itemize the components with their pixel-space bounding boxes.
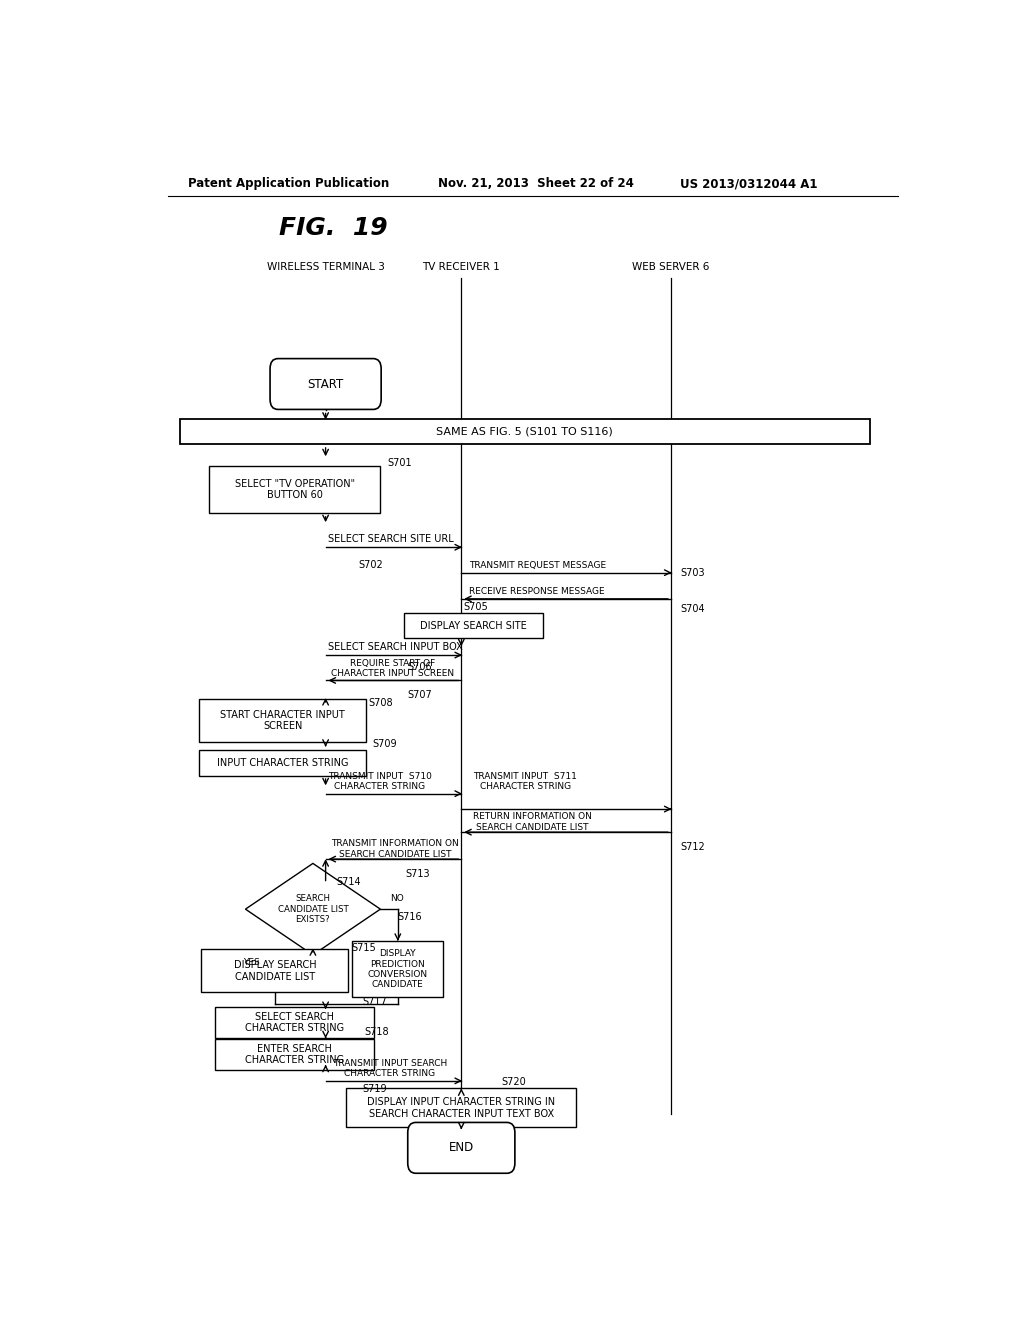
FancyBboxPatch shape	[200, 750, 367, 776]
Text: SAME AS FIG. 5 (S101 TO S116): SAME AS FIG. 5 (S101 TO S116)	[436, 426, 613, 437]
Text: WEB SERVER 6: WEB SERVER 6	[632, 263, 710, 272]
Text: WIRELESS TERMINAL 3: WIRELESS TERMINAL 3	[266, 263, 385, 272]
Text: S712: S712	[680, 842, 706, 853]
Polygon shape	[246, 863, 380, 954]
Text: TRANSMIT INPUT  S711
CHARACTER STRING: TRANSMIT INPUT S711 CHARACTER STRING	[473, 772, 578, 791]
Text: S718: S718	[365, 1027, 389, 1038]
Text: S706: S706	[408, 663, 432, 672]
Text: US 2013/0312044 A1: US 2013/0312044 A1	[680, 177, 817, 190]
Text: DISPLAY SEARCH
CANDIDATE LIST: DISPLAY SEARCH CANDIDATE LIST	[233, 960, 316, 982]
Text: INPUT CHARACTER STRING: INPUT CHARACTER STRING	[217, 758, 348, 768]
Text: S713: S713	[406, 870, 430, 879]
Text: NO: NO	[390, 895, 403, 903]
Text: S720: S720	[501, 1077, 525, 1088]
FancyBboxPatch shape	[215, 1039, 374, 1071]
Text: RETURN INFORMATION ON
SEARCH CANDIDATE LIST: RETURN INFORMATION ON SEARCH CANDIDATE L…	[473, 812, 592, 832]
FancyBboxPatch shape	[270, 359, 381, 409]
Text: DISPLAY INPUT CHARACTER STRING IN
SEARCH CHARACTER INPUT TEXT BOX: DISPLAY INPUT CHARACTER STRING IN SEARCH…	[368, 1097, 555, 1118]
Text: SEARCH
CANDIDATE LIST
EXISTS?: SEARCH CANDIDATE LIST EXISTS?	[278, 894, 348, 924]
Text: S717: S717	[362, 997, 387, 1007]
FancyBboxPatch shape	[200, 700, 367, 742]
FancyBboxPatch shape	[408, 1122, 515, 1173]
Text: FIG.  19: FIG. 19	[279, 215, 387, 239]
FancyBboxPatch shape	[403, 612, 543, 639]
Text: TRANSMIT INPUT  S710
CHARACTER STRING: TRANSMIT INPUT S710 CHARACTER STRING	[328, 772, 432, 791]
Text: S703: S703	[680, 568, 705, 578]
Text: S701: S701	[387, 458, 412, 469]
Text: SELECT SEARCH
CHARACTER STRING: SELECT SEARCH CHARACTER STRING	[245, 1011, 344, 1034]
Text: SELECT SEARCH SITE URL: SELECT SEARCH SITE URL	[328, 535, 454, 544]
Text: START CHARACTER INPUT
SCREEN: START CHARACTER INPUT SCREEN	[220, 710, 345, 731]
FancyBboxPatch shape	[179, 418, 870, 445]
Text: Patent Application Publication: Patent Application Publication	[187, 177, 389, 190]
Text: DISPLAY SEARCH SITE: DISPLAY SEARCH SITE	[420, 620, 526, 631]
FancyBboxPatch shape	[202, 949, 348, 993]
FancyBboxPatch shape	[346, 1089, 577, 1127]
Text: DISPLAY
PREDICTION
CONVERSION
CANDIDATE: DISPLAY PREDICTION CONVERSION CANDIDATE	[368, 949, 428, 989]
FancyBboxPatch shape	[215, 1007, 374, 1038]
Text: TV RECEIVER 1: TV RECEIVER 1	[423, 263, 500, 272]
Text: S714: S714	[337, 878, 361, 887]
Text: REQUIRE START OF
CHARACTER INPUT SCREEN: REQUIRE START OF CHARACTER INPUT SCREEN	[331, 659, 455, 678]
Text: RECEIVE RESPONSE MESSAGE: RECEIVE RESPONSE MESSAGE	[469, 587, 605, 597]
Text: S707: S707	[408, 689, 432, 700]
Text: S719: S719	[362, 1084, 387, 1094]
Text: ENTER SEARCH
CHARACTER STRING: ENTER SEARCH CHARACTER STRING	[245, 1044, 344, 1065]
Text: TRANSMIT REQUEST MESSAGE: TRANSMIT REQUEST MESSAGE	[469, 561, 606, 570]
Text: S704: S704	[680, 605, 705, 614]
Text: START: START	[307, 378, 344, 391]
Text: TRANSMIT INFORMATION ON
SEARCH CANDIDATE LIST: TRANSMIT INFORMATION ON SEARCH CANDIDATE…	[331, 840, 459, 858]
Text: SELECT "TV OPERATION"
BUTTON 60: SELECT "TV OPERATION" BUTTON 60	[234, 479, 354, 500]
Text: S709: S709	[373, 739, 397, 748]
Text: TRANSMIT INPUT SEARCH
CHARACTER STRING: TRANSMIT INPUT SEARCH CHARACTER STRING	[333, 1059, 447, 1078]
FancyBboxPatch shape	[209, 466, 380, 513]
Text: YES: YES	[243, 957, 259, 966]
Text: S715: S715	[352, 942, 377, 953]
Text: SELECT SEARCH INPUT BOX: SELECT SEARCH INPUT BOX	[328, 642, 463, 652]
Text: END: END	[449, 1142, 474, 1155]
Text: S716: S716	[397, 912, 423, 923]
Text: Nov. 21, 2013  Sheet 22 of 24: Nov. 21, 2013 Sheet 22 of 24	[437, 177, 634, 190]
Text: S705: S705	[464, 602, 488, 612]
FancyBboxPatch shape	[352, 941, 443, 997]
Text: S702: S702	[358, 560, 383, 569]
Text: S708: S708	[369, 698, 393, 708]
